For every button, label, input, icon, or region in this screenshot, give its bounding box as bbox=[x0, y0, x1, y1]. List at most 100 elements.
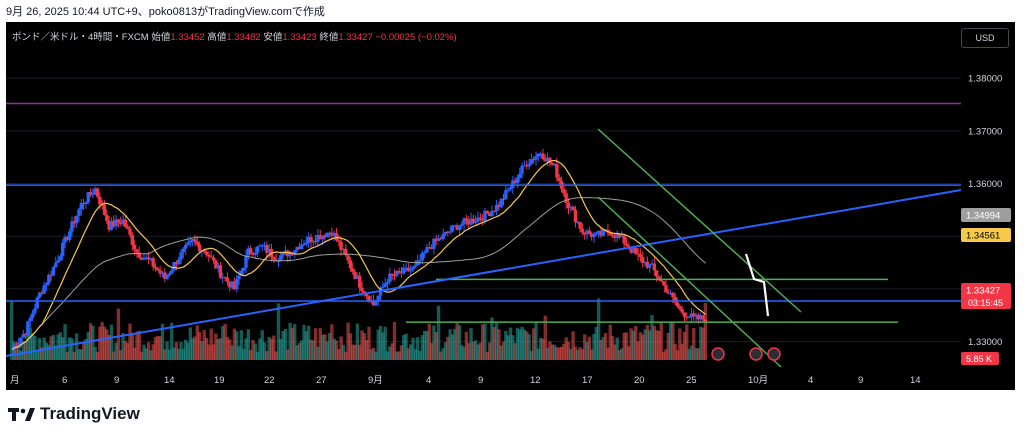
volume-bar bbox=[511, 335, 515, 360]
chart-panel[interactable]: 1.380001.370001.360001.350001.340001.330… bbox=[6, 22, 1015, 390]
candle-body bbox=[272, 256, 276, 260]
volume-value-label: 5.85 K bbox=[966, 354, 992, 364]
volume-bar bbox=[529, 350, 534, 360]
candle-body bbox=[26, 321, 30, 336]
fast-ma-price-badge bbox=[961, 228, 1011, 242]
volume-bar bbox=[569, 348, 573, 360]
volume-bar bbox=[230, 345, 234, 360]
volume-bar bbox=[70, 338, 74, 360]
volume-bar bbox=[518, 329, 522, 360]
candle-body bbox=[569, 206, 573, 209]
volume-bar bbox=[615, 337, 619, 360]
volume-bar bbox=[204, 338, 209, 360]
volume-bar bbox=[235, 331, 239, 360]
candle-body bbox=[214, 260, 218, 269]
volume-bar bbox=[436, 305, 441, 360]
candle-body bbox=[19, 337, 23, 343]
volume-bar bbox=[316, 346, 320, 360]
candle-body bbox=[420, 252, 424, 261]
candle-body bbox=[483, 210, 487, 221]
volume-bar bbox=[497, 329, 501, 360]
candle-body bbox=[641, 257, 645, 263]
volume-bar bbox=[409, 344, 413, 360]
volume-bar bbox=[557, 347, 561, 360]
volume-bar bbox=[571, 331, 575, 360]
candle-body bbox=[137, 252, 141, 258]
candle-body bbox=[181, 248, 186, 253]
brand-logo: TradingView bbox=[8, 404, 140, 424]
volume-bar bbox=[362, 332, 366, 360]
currency-button[interactable]: USD bbox=[961, 28, 1009, 48]
volume-bar bbox=[170, 322, 174, 360]
volume-bar bbox=[413, 349, 418, 360]
candle-body bbox=[383, 283, 387, 287]
candle-body bbox=[395, 271, 399, 276]
volume-bar bbox=[367, 326, 371, 360]
volume-bar bbox=[457, 325, 462, 360]
candle-body bbox=[341, 248, 346, 251]
candle-body bbox=[54, 262, 58, 268]
volume-bar bbox=[269, 338, 274, 360]
volume-bar bbox=[439, 351, 443, 360]
candle-body bbox=[74, 215, 79, 224]
volume-bar bbox=[388, 346, 392, 360]
volume-bar bbox=[172, 347, 176, 360]
high-value: 1.33482 bbox=[226, 32, 261, 43]
volume-bar bbox=[590, 349, 594, 360]
candle-body bbox=[518, 173, 522, 179]
candle-body bbox=[608, 232, 612, 235]
volume-bar bbox=[306, 325, 311, 360]
candle-body bbox=[671, 292, 675, 298]
volume-bar bbox=[564, 337, 568, 360]
candle-body bbox=[223, 277, 227, 279]
volume-bar bbox=[402, 335, 406, 360]
slow-ma-price-label: 1.34994 bbox=[966, 211, 1000, 222]
volume-bar bbox=[151, 344, 155, 360]
volume-bar bbox=[160, 323, 165, 360]
candle-body bbox=[163, 272, 167, 279]
time-tick-label: 9月 bbox=[368, 375, 383, 386]
candle-body bbox=[511, 180, 515, 189]
volume-bar bbox=[77, 349, 81, 360]
volume-bar bbox=[432, 325, 436, 360]
candle-body bbox=[237, 275, 241, 280]
candle-body bbox=[699, 315, 703, 320]
volume-bar bbox=[513, 343, 517, 360]
candle-body bbox=[422, 252, 427, 254]
candle-body bbox=[592, 234, 596, 238]
close-label: 終値 bbox=[319, 32, 339, 43]
volume-bar bbox=[654, 330, 659, 360]
volume-bar bbox=[610, 336, 615, 360]
volume-bar bbox=[538, 337, 543, 360]
volume-bar bbox=[353, 344, 357, 360]
open-value: 1.33452 bbox=[170, 32, 205, 43]
time-tick-label: 9 bbox=[858, 375, 863, 386]
volume-bar bbox=[248, 349, 253, 360]
price-chart[interactable]: 1.380001.370001.360001.350001.340001.330… bbox=[6, 22, 1015, 390]
time-tick-label: 14 bbox=[910, 375, 921, 386]
volume-bar bbox=[355, 323, 360, 360]
candle-body bbox=[562, 188, 566, 194]
candle-body bbox=[474, 221, 478, 223]
volume-bar bbox=[28, 327, 32, 360]
volume-bar bbox=[701, 327, 705, 360]
volume-bar bbox=[552, 344, 557, 360]
bar-countdown: 03:15:45 bbox=[968, 298, 1003, 308]
candle-body bbox=[355, 275, 360, 279]
candle-body bbox=[494, 204, 499, 212]
candle-body bbox=[279, 255, 283, 261]
volume-bar bbox=[685, 324, 689, 360]
candle-body bbox=[585, 230, 589, 235]
volume-bar bbox=[501, 341, 506, 360]
volume-bar bbox=[441, 348, 445, 360]
candle-body bbox=[174, 262, 179, 265]
candle-body bbox=[190, 239, 195, 241]
candle-body bbox=[63, 237, 67, 243]
volume-bar bbox=[369, 349, 373, 360]
time-tick-label: 12 bbox=[530, 375, 541, 386]
candle-body bbox=[696, 314, 701, 320]
volume-bar bbox=[657, 330, 661, 360]
candle-body bbox=[682, 312, 687, 317]
volume-bar bbox=[395, 351, 399, 360]
change-value: −0.00025 (−0.02%) bbox=[375, 32, 457, 43]
